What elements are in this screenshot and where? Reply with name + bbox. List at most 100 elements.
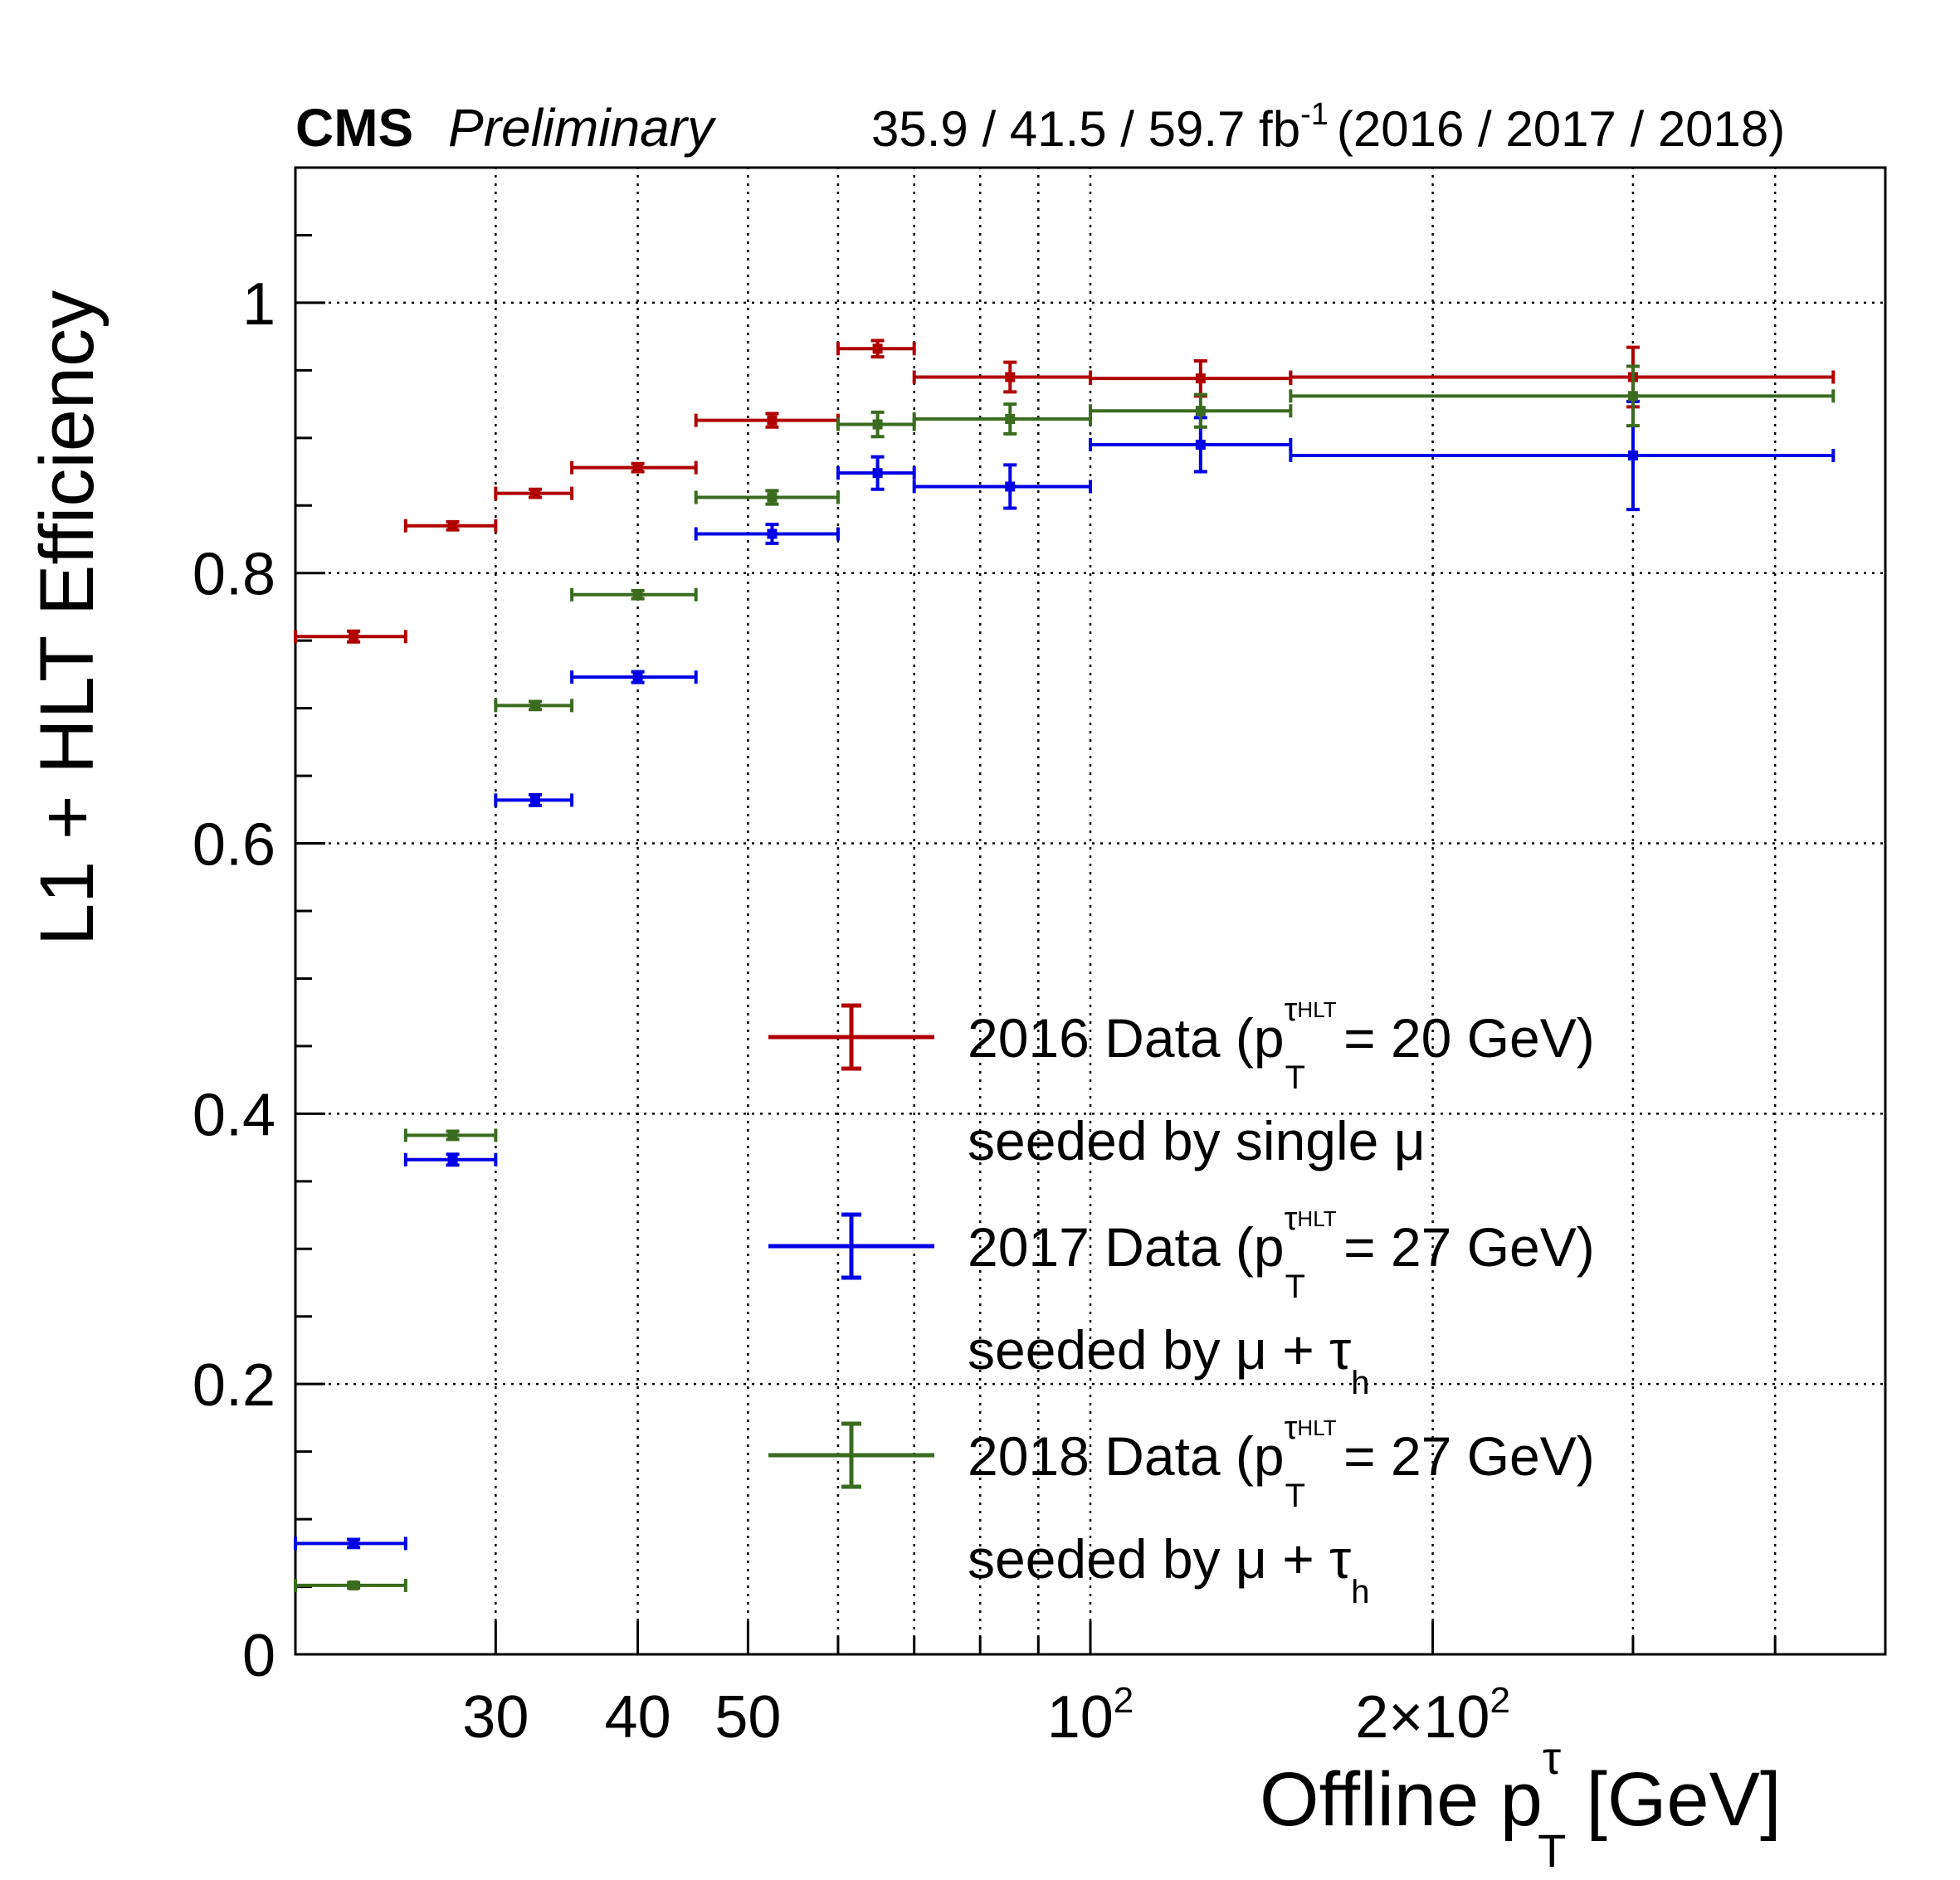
marker (632, 462, 643, 473)
marker (632, 672, 643, 683)
x-tick-label-base: 40 (605, 1684, 671, 1751)
data-point (1289, 399, 1836, 512)
marker (529, 700, 540, 711)
y-tick-label: 1 (242, 271, 275, 338)
legend-entry-2: 2018 Data (pτHLT T = 27 GeV) seeded by μ + … (768, 1410, 1595, 1610)
marker (1627, 450, 1638, 460)
legend-label-part: 2017 Data (p (968, 1216, 1285, 1278)
marker (1005, 481, 1016, 492)
x-tick-label: 2×102 (1355, 1680, 1510, 1751)
legend-entry-0: 2016 Data (pτHLT T = 20 GeV) seeded by sing… (768, 991, 1595, 1171)
x-tick-label-base: 50 (714, 1684, 781, 1751)
marker (1005, 372, 1016, 382)
data-point (1089, 358, 1293, 398)
x-axis-title-unit: [GeV] (1586, 1757, 1781, 1842)
marker (349, 1580, 359, 1590)
legend-sublabel-sub: h (1351, 1365, 1369, 1401)
y-tick-label: 0.2 (193, 1352, 275, 1419)
legend-sublabel: seeded by μ + τh (968, 1528, 1369, 1610)
data-point (694, 489, 840, 506)
marker (1195, 406, 1206, 416)
legend-sublabel: seeded by single μ (968, 1110, 1426, 1171)
x-tick-label: 50 (714, 1684, 781, 1751)
x-tick-label-exponent: 2 (1114, 1680, 1134, 1721)
legend-label-part: T (1285, 1059, 1305, 1096)
data-points (294, 338, 1836, 1592)
marker (447, 520, 458, 531)
series-1 (294, 399, 1836, 1551)
data-point (1089, 416, 1293, 474)
x-tick-label-base: 10 (1047, 1684, 1114, 1751)
marker (529, 488, 540, 499)
data-point (570, 587, 698, 602)
legend-sublabel-sub: h (1351, 1574, 1369, 1610)
header-lumi-exponent: -1 (1300, 97, 1329, 132)
x-tick-label: 30 (462, 1684, 529, 1751)
data-point (570, 670, 698, 684)
header-status: Preliminary (448, 98, 717, 158)
x-tick-label: 40 (605, 1684, 671, 1751)
marker (1195, 373, 1206, 384)
data-point (912, 402, 1092, 436)
data-point (494, 486, 574, 500)
marker (767, 415, 778, 426)
data-point (694, 523, 840, 545)
data-point (403, 519, 498, 533)
x-axis-title: Offline pτ T [GeV] (1260, 1731, 1782, 1877)
legend-label-part: = 27 GeV) (1343, 1425, 1595, 1487)
legend-label-part: HLT (1297, 1415, 1336, 1440)
header-experiment: CMS (295, 98, 413, 158)
x-axis-title-sup: τ (1543, 1731, 1561, 1784)
data-point (294, 1578, 407, 1592)
series-0 (294, 338, 1836, 644)
marker (447, 1154, 458, 1165)
data-point (912, 463, 1092, 510)
legend-label: 2017 Data (pτHLT T = 27 GeV) (968, 1201, 1595, 1305)
y-tick-label: 0 (242, 1623, 275, 1689)
legend-sublabel-main: seeded by μ + τ (968, 1528, 1351, 1590)
y-axis-title: L1 + HLT Efficiency (25, 290, 110, 946)
marker (767, 528, 778, 539)
marker (767, 492, 778, 503)
x-axis-title-sub: T (1538, 1824, 1566, 1877)
marker (529, 795, 540, 806)
marker (872, 343, 883, 354)
x-tick-label-exponent: 2 (1490, 1680, 1509, 1721)
legend-label-part: τ (1285, 991, 1298, 1028)
marker (349, 631, 359, 642)
data-point (494, 792, 574, 807)
header-lumi-value: 35.9 / 41.5 / 59.7 fb (871, 101, 1300, 157)
legend-label: 2018 Data (pτHLT T = 27 GeV) (968, 1410, 1595, 1514)
legend-label-part: HLT (1297, 1206, 1336, 1231)
marker (632, 589, 643, 600)
legend-entry-1: 2017 Data (pτHLT T = 27 GeV) seeded by μ + … (768, 1201, 1595, 1401)
data-point (403, 1128, 498, 1142)
data-point (836, 338, 916, 359)
y-tick-label: 0.4 (193, 1082, 275, 1148)
legend-label-part: τ (1285, 1201, 1298, 1237)
legend-label-part: = 27 GeV) (1343, 1216, 1595, 1278)
data-point (694, 412, 840, 429)
data-point (294, 629, 407, 644)
data-point (1289, 364, 1836, 428)
data-point (494, 699, 574, 713)
data-point (570, 460, 698, 475)
marker (1627, 391, 1638, 402)
legend-label-part: HLT (1297, 997, 1336, 1022)
marker (872, 419, 883, 430)
data-point (403, 1152, 498, 1167)
marker (1005, 414, 1016, 425)
marker (1195, 439, 1206, 450)
legend: 2016 Data (pτHLT T= 20 GeV)seeded by sing… (768, 991, 1595, 1610)
legend-label-part: = 20 GeV) (1343, 1007, 1595, 1069)
legend-label-part: τ (1285, 1410, 1298, 1446)
data-point (836, 455, 916, 491)
header-years: (2016 / 2017 / 2018) (1337, 101, 1785, 157)
x-tick-label: 102 (1047, 1680, 1134, 1751)
data-point (1289, 345, 1836, 409)
legend-sublabel-main: seeded by single μ (968, 1110, 1426, 1171)
marker (349, 1538, 359, 1549)
data-point (1089, 392, 1293, 429)
